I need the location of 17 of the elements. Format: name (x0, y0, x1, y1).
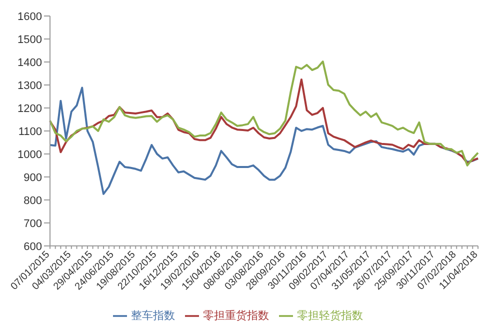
y-tick-label: 1200 (18, 102, 42, 115)
line-series (49, 78, 479, 164)
y-tick-label: 1400 (18, 56, 42, 69)
y-tick-label: 1000 (18, 148, 42, 161)
y-tick-label: 1100 (18, 126, 42, 138)
y-tick-label: 900 (24, 172, 42, 184)
y-tick-label: 1600 (18, 10, 42, 23)
y-tick-label: 600 (24, 240, 42, 253)
y-tick-label: 1500 (18, 34, 42, 46)
line-series (49, 86, 479, 195)
legend-label: 整车指数 (131, 310, 175, 322)
legend-label: 零担重货指数 (203, 310, 269, 322)
line-series (49, 60, 479, 166)
y-tick-label: 800 (24, 194, 42, 207)
y-tick-label: 1300 (18, 80, 42, 92)
legend-label: 零担轻货指数 (297, 310, 363, 322)
y-tick-label: 700 (24, 218, 42, 230)
